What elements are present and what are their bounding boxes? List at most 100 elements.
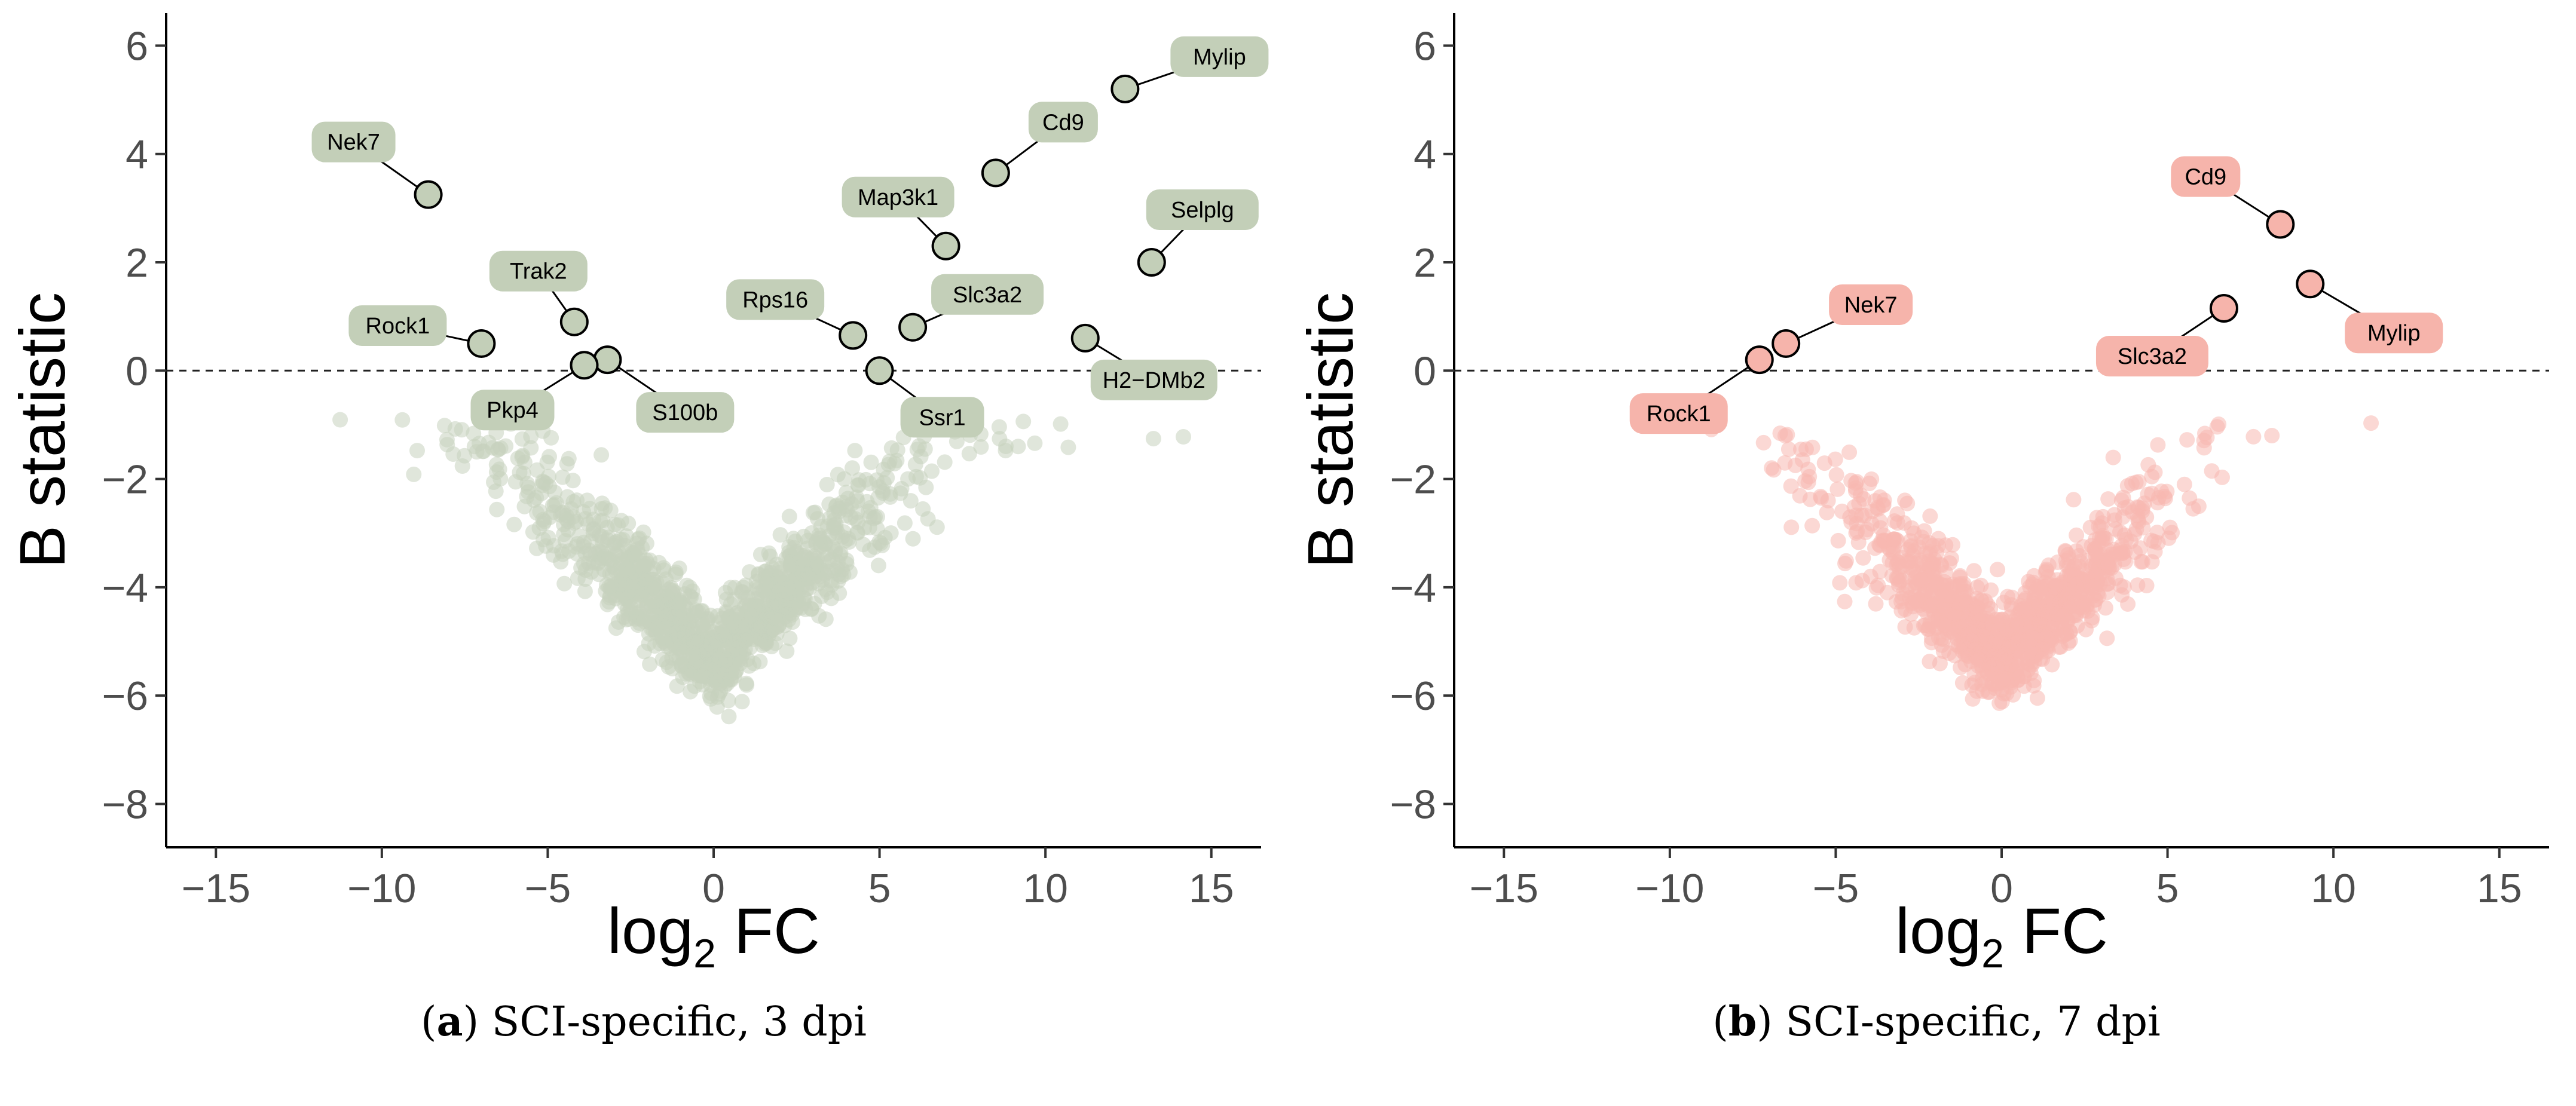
background-point — [1964, 598, 1980, 614]
gene-slc3a2: Slc3a2 — [898, 274, 1044, 342]
background-point — [1987, 666, 2003, 682]
background-point — [2116, 527, 2133, 543]
background-point — [1904, 520, 1920, 536]
background-point — [2054, 628, 2070, 644]
background-point — [559, 456, 575, 472]
background-point — [1787, 457, 1803, 473]
caption-b-letter: b — [1728, 998, 1757, 1046]
background-point — [1861, 476, 1877, 491]
x-axis-title: log2 FC — [1895, 894, 2108, 976]
background-point — [2190, 498, 2207, 514]
background-point — [510, 451, 526, 467]
background-point — [772, 527, 788, 543]
background-point — [1945, 537, 1960, 553]
background-point — [2008, 617, 2024, 633]
gene-label-box — [636, 392, 735, 433]
x-tick-label: 0 — [702, 866, 725, 911]
caption-a-letter: a — [436, 998, 463, 1046]
background-point — [2035, 651, 2051, 667]
background-point — [1828, 467, 1844, 483]
background-point — [1015, 413, 1032, 430]
background-point — [804, 575, 820, 591]
background-point — [1977, 593, 1993, 609]
background-point — [1914, 572, 1930, 588]
background-point — [1145, 431, 1161, 447]
x-tick-label: 15 — [2477, 866, 2522, 911]
highlighted-point — [593, 345, 622, 375]
y-tick-label: −6 — [1390, 673, 1436, 719]
background-point — [489, 501, 505, 517]
background-point — [2245, 428, 2262, 445]
background-point — [1923, 597, 1939, 613]
gene-label: Cd9 — [2185, 165, 2226, 190]
background-point — [2029, 690, 2045, 706]
background-point — [1830, 532, 1846, 549]
x-tick-label: −10 — [347, 866, 416, 911]
background-point — [1780, 441, 1797, 457]
background-point — [1971, 652, 1987, 668]
background-point — [2100, 491, 2116, 507]
gene-label-box — [470, 390, 555, 431]
background-point — [797, 591, 813, 606]
background-point — [2209, 419, 2225, 435]
background-point — [2150, 437, 2166, 453]
background-point — [877, 529, 893, 546]
x-tick-label: 15 — [1189, 866, 1234, 911]
background-point — [912, 470, 928, 486]
y-tick-label: 2 — [1414, 240, 1436, 286]
background-point — [1854, 572, 1870, 589]
highlighted-point — [839, 321, 868, 350]
gene-label-box — [1090, 359, 1217, 400]
background-point — [1982, 622, 1998, 638]
background-point — [991, 419, 1007, 435]
background-point — [569, 492, 585, 508]
gene-label-box — [489, 250, 588, 292]
background-point — [1832, 575, 1848, 591]
background-point — [1816, 455, 1832, 471]
background-point — [821, 554, 837, 570]
background-point — [2363, 415, 2379, 431]
background-point — [2075, 539, 2091, 555]
highlighted-point — [2296, 269, 2325, 299]
x-tick-label: −15 — [182, 866, 250, 911]
background-point — [1973, 577, 1989, 593]
background-point — [2036, 611, 2052, 627]
highlighted-point — [865, 356, 894, 385]
background-point — [394, 412, 411, 428]
gene-cd9: Cd9 — [981, 102, 1098, 188]
highlighted-point — [2209, 294, 2238, 323]
background-point — [668, 564, 684, 580]
background-point — [642, 656, 658, 672]
background-point — [635, 524, 651, 540]
background-point — [1922, 508, 1938, 524]
background-point — [1955, 578, 1971, 595]
gene-nek7: Nek7 — [1772, 284, 1913, 358]
background-point — [847, 443, 863, 459]
x-tick-label: −5 — [1813, 866, 1859, 911]
background-point — [2060, 547, 2076, 563]
background-point — [2022, 579, 2038, 595]
y-tick-label: −2 — [102, 457, 148, 503]
background-point — [1900, 554, 1916, 570]
background-point — [2085, 570, 2101, 586]
background-point — [949, 433, 965, 449]
y-tick-label: 0 — [126, 348, 148, 394]
x-tick-label: −5 — [525, 866, 571, 911]
background-point — [1889, 571, 1905, 587]
background-point — [2138, 509, 2155, 525]
background-point — [595, 513, 611, 529]
background-point — [729, 663, 744, 678]
background-point — [865, 510, 882, 526]
background-point — [1994, 639, 2011, 655]
background-point — [2086, 597, 2102, 613]
background-point — [1819, 504, 1835, 520]
background-point — [643, 593, 659, 609]
background-point — [762, 549, 778, 565]
background-point — [920, 511, 936, 527]
background-point — [1837, 556, 1853, 572]
background-point — [1841, 444, 1858, 460]
background-point — [1889, 556, 1905, 572]
background-point — [636, 614, 652, 629]
background-point — [617, 538, 633, 553]
background-point — [652, 636, 668, 652]
